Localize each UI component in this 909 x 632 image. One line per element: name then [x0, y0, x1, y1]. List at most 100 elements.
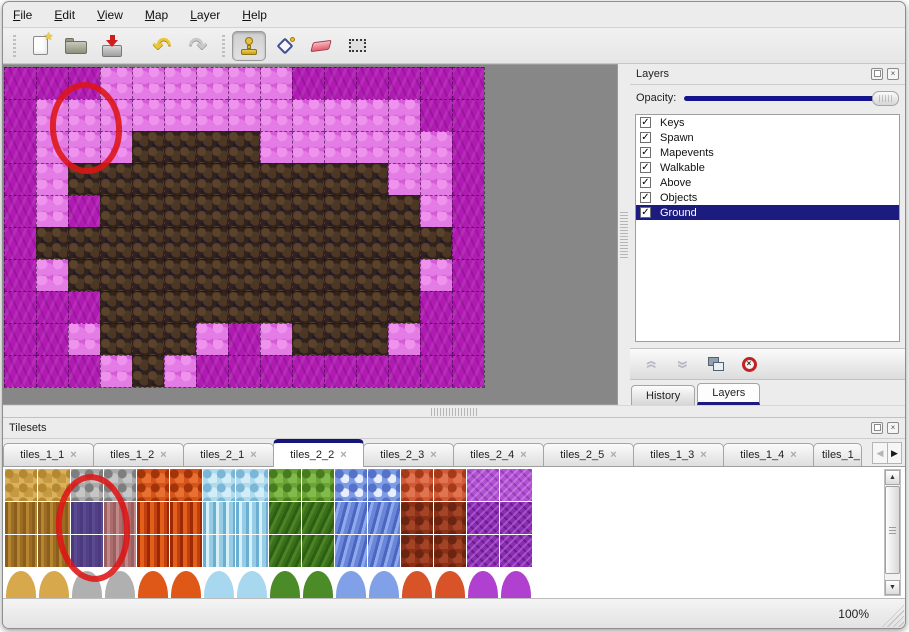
map-tile-dark-brown-ground[interactable]	[292, 259, 324, 291]
map-tile-magenta-rock-base[interactable]	[388, 67, 420, 99]
horizontal-splitter[interactable]	[3, 405, 905, 417]
tileset-tile-clay[interactable]	[434, 568, 466, 602]
map-tile-magenta-rock-base[interactable]	[420, 323, 452, 355]
map-tile-light-pink-rock[interactable]	[228, 67, 260, 99]
map-tile-magenta-rock-base[interactable]	[452, 195, 484, 227]
tileset-tile-stone[interactable]	[71, 568, 103, 602]
tileset-tab-tiles_2_1[interactable]: tiles_2_1 ×	[183, 443, 274, 466]
tileset-tile-ice[interactable]	[203, 469, 235, 501]
tileset-tile-vine[interactable]	[269, 502, 301, 534]
map-tile-magenta-rock-base[interactable]	[36, 355, 68, 387]
layer-row-ground[interactable]: ✓ Ground	[636, 205, 899, 220]
layer-list[interactable]: ✓ Keys ✓ Spawn ✓ Mapevents ✓ Walkable ✓ Above ✓ Obj…	[635, 114, 900, 342]
map-tile-magenta-rock-base[interactable]	[4, 131, 36, 163]
map-tile-light-pink-rock[interactable]	[292, 99, 324, 131]
tileset-tile-selected[interactable]	[71, 502, 103, 534]
scroll-up-button[interactable]: ▲	[885, 470, 900, 485]
map-tile-light-pink-rock[interactable]	[260, 131, 292, 163]
tileset-tile-vine[interactable]	[269, 469, 301, 501]
tileset-tile-sand[interactable]	[38, 535, 70, 567]
map-tile-light-pink-rock[interactable]	[36, 163, 68, 195]
menu-item-layer[interactable]: Layer	[190, 7, 221, 22]
tileset-tile-vine[interactable]	[302, 469, 334, 501]
map-tile-light-pink-rock[interactable]	[36, 99, 68, 131]
map-tile-dark-brown-ground[interactable]	[68, 227, 100, 259]
map-tile-dark-brown-ground[interactable]	[132, 163, 164, 195]
close-tab-icon[interactable]: ×	[250, 449, 257, 461]
close-tab-icon[interactable]: ×	[610, 449, 617, 461]
map-tile-magenta-rock-base[interactable]	[452, 259, 484, 291]
tileset-tile-crystal[interactable]	[368, 502, 400, 534]
map-tile-magenta-rock-base[interactable]	[452, 227, 484, 259]
map-tile-dark-brown-ground[interactable]	[132, 131, 164, 163]
map-tile-light-pink-rock[interactable]	[420, 163, 452, 195]
tileset-tile-clay[interactable]	[401, 535, 433, 567]
map-tile-dark-brown-ground[interactable]	[260, 163, 292, 195]
tileset-tile-clay[interactable]	[434, 535, 466, 567]
map-tile-magenta-rock-base[interactable]	[4, 355, 36, 387]
redo-button[interactable]: ↷	[181, 31, 215, 61]
map-tile-grid[interactable]	[4, 67, 485, 388]
map-tile-dark-brown-ground[interactable]	[420, 227, 452, 259]
map-tile-magenta-rock-base[interactable]	[356, 355, 388, 387]
tileset-scrollbar[interactable]: ▲ ▼	[884, 469, 901, 596]
map-tile-light-pink-rock[interactable]	[100, 99, 132, 131]
tileset-tile-selected[interactable]	[71, 535, 103, 567]
map-tile-magenta-rock-base[interactable]	[452, 67, 484, 99]
tileset-tile-sand[interactable]	[5, 469, 37, 501]
menu-item-help[interactable]: Help	[242, 7, 267, 22]
tileset-tile-clay[interactable]	[401, 469, 433, 501]
tileset-tile-lava[interactable]	[170, 469, 202, 501]
map-tile-light-pink-rock[interactable]	[420, 195, 452, 227]
close-panel-icon[interactable]: ×	[887, 422, 899, 434]
tileset-tile-web[interactable]	[500, 535, 532, 567]
close-tab-icon[interactable]: ×	[790, 449, 797, 461]
map-tile-light-pink-rock[interactable]	[68, 131, 100, 163]
map-tile-light-pink-rock[interactable]	[228, 99, 260, 131]
map-tile-magenta-rock-base[interactable]	[4, 195, 36, 227]
lower-layer-button[interactable]: »	[670, 354, 696, 374]
map-tile-light-pink-rock[interactable]	[356, 99, 388, 131]
map-tile-dark-brown-ground[interactable]	[68, 259, 100, 291]
map-tile-dark-brown-ground[interactable]	[100, 259, 132, 291]
map-tile-dark-brown-ground[interactable]	[228, 195, 260, 227]
tileset-tile-vine[interactable]	[269, 535, 301, 567]
tileset-tile-ice[interactable]	[236, 469, 268, 501]
map-tile-magenta-rock-base[interactable]	[68, 195, 100, 227]
map-tile-dark-brown-ground[interactable]	[228, 163, 260, 195]
tileset-tile-sand[interactable]	[38, 568, 70, 602]
map-tile-light-pink-rock[interactable]	[388, 163, 420, 195]
float-panel-icon[interactable]	[871, 68, 883, 80]
tileset-tile-lava[interactable]	[170, 568, 202, 602]
layer-row-objects[interactable]: ✓ Objects	[636, 190, 899, 205]
resize-grip-icon[interactable]	[882, 605, 904, 627]
map-tile-dark-brown-ground[interactable]	[356, 227, 388, 259]
tileset-tile-lava[interactable]	[170, 535, 202, 567]
tileset-tab-tiles_1_1[interactable]: tiles_1_1 ×	[3, 443, 94, 466]
map-tile-dark-brown-ground[interactable]	[68, 163, 100, 195]
tab-history[interactable]: History	[631, 385, 696, 405]
map-tile-light-pink-rock[interactable]	[36, 259, 68, 291]
map-tile-magenta-rock-base[interactable]	[4, 227, 36, 259]
map-tile-light-pink-rock[interactable]	[324, 131, 356, 163]
map-tile-dark-brown-ground[interactable]	[324, 323, 356, 355]
tileset-tile-ice[interactable]	[236, 535, 268, 567]
map-tile-dark-brown-ground[interactable]	[292, 323, 324, 355]
map-tile-light-pink-rock[interactable]	[196, 67, 228, 99]
vertical-splitter[interactable]	[618, 64, 630, 405]
layer-visibility-checkbox[interactable]: ✓	[640, 146, 651, 158]
tileset-tile-clay[interactable]	[434, 469, 466, 501]
map-tile-light-pink-rock[interactable]	[132, 67, 164, 99]
save-file-button[interactable]	[95, 31, 129, 61]
map-tile-magenta-rock-base[interactable]	[388, 355, 420, 387]
tileset-tile-grid[interactable]	[5, 469, 533, 602]
tileset-tab-tiles_2_2[interactable]: tiles_2_2 ×	[273, 439, 364, 467]
map-tile-dark-brown-ground[interactable]	[228, 227, 260, 259]
map-tile-dark-brown-ground[interactable]	[260, 227, 292, 259]
raise-layer-button[interactable]: »	[637, 354, 663, 374]
close-tab-icon[interactable]: ×	[430, 449, 437, 461]
map-tile-light-pink-rock[interactable]	[164, 67, 196, 99]
map-tile-magenta-rock-base[interactable]	[68, 67, 100, 99]
tileset-tile-ice[interactable]	[236, 502, 268, 534]
map-tile-dark-brown-ground[interactable]	[324, 163, 356, 195]
